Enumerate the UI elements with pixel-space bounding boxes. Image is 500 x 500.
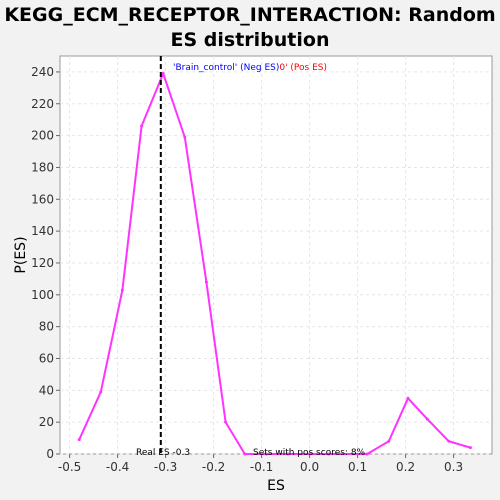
y-tick-label: 60 (39, 351, 54, 365)
x-tick-label: -0.4 (106, 460, 129, 474)
data-point (224, 420, 228, 424)
y-tick-label: 140 (31, 224, 54, 238)
x-tick-label: -0.2 (202, 460, 225, 474)
pos-scores-label: Sets with pos scores: 8% (253, 448, 366, 458)
y-tick-label: 220 (31, 97, 54, 111)
y-tick-label: 180 (31, 160, 54, 174)
data-point (308, 452, 312, 456)
data-point (286, 452, 290, 456)
data-point (327, 452, 331, 456)
axes: 0 20 40 60 80 100 120 140 160 180 200 220 240 -0.5 -0.… (31, 65, 463, 474)
series-layer (77, 72, 472, 456)
chart-title-line2: ES distribution (171, 29, 330, 51)
x-tick-label: -0.1 (250, 460, 273, 474)
y-tick-label: 80 (39, 320, 54, 334)
y-tick-label: 160 (31, 192, 54, 206)
data-point (183, 135, 187, 139)
grid (60, 56, 492, 455)
data-point (264, 452, 268, 456)
x-axis-label: ES (267, 478, 285, 494)
y-tick-label: 40 (39, 383, 54, 397)
y-tick-label: 240 (31, 65, 54, 79)
data-point (468, 446, 472, 450)
chart-title-line1: KEGG_ECM_RECEPTOR_INTERACTION: Random (4, 4, 495, 26)
real-es-label: Real ES -0.3 (136, 448, 190, 458)
x-tick-label: -0.3 (154, 460, 177, 474)
legend-pos-label: 0' (Pos ES) (279, 63, 327, 73)
legend-neg-label: 'Brain_control' (Neg ES) (173, 63, 279, 73)
plot-area (59, 55, 493, 455)
x-tick-label: -0.5 (58, 460, 81, 474)
data-point (387, 439, 391, 443)
data-point (447, 439, 451, 443)
x-tick-label: 0.1 (348, 460, 367, 474)
data-point (243, 452, 247, 456)
data-point (425, 417, 429, 421)
x-tick-label: 0.0 (300, 460, 319, 474)
x-tick-label: 0.2 (396, 460, 415, 474)
y-axis-label: P(ES) (13, 236, 29, 273)
x-tick-label: 0.3 (444, 460, 463, 474)
data-point (120, 288, 124, 292)
data-point (406, 396, 410, 400)
data-point (365, 452, 369, 456)
y-tick-label: 120 (31, 256, 54, 270)
data-point (161, 72, 165, 76)
data-point (140, 124, 144, 128)
data-point (99, 390, 103, 394)
legend: 'Brain_control' (Neg ES)0' (Pos ES) (173, 63, 327, 73)
y-tick-label: 100 (31, 288, 54, 302)
y-tick-label: 20 (39, 415, 54, 429)
y-tick-label: 0 (46, 447, 54, 461)
data-point (77, 438, 81, 442)
data-point (204, 280, 208, 284)
y-tick-label: 200 (31, 129, 54, 143)
